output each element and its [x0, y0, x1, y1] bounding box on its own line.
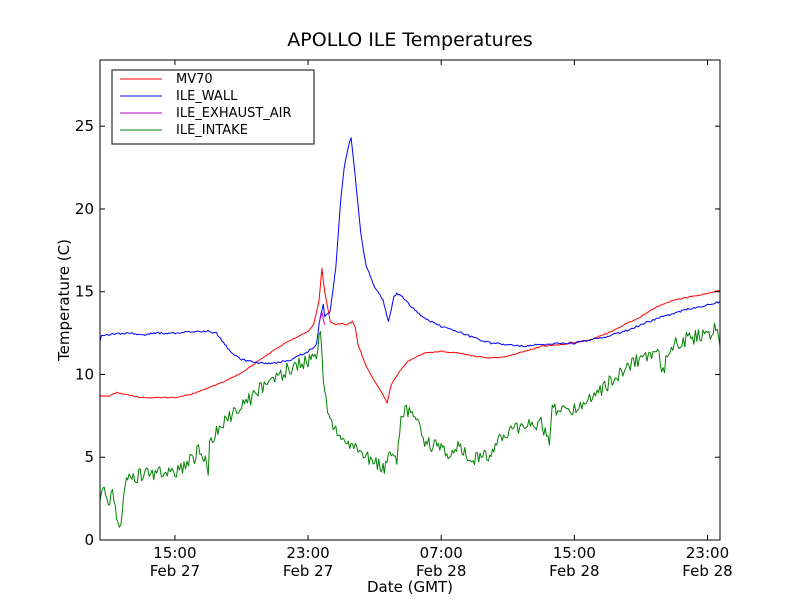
series-line-ile-wall: [99, 137, 721, 365]
series-line-ile-exhaust-air: [318, 311, 326, 325]
y-tick-label: 0: [84, 531, 94, 549]
legend-entry-label: ILE_INTAKE: [176, 123, 248, 138]
y-tick-label: 10: [75, 365, 94, 383]
x-tick-label-date: Feb 27: [150, 562, 200, 580]
x-axis-label: Date (GMT): [367, 578, 453, 596]
legend-entry-label: ILE_EXHAUST_AIR: [176, 106, 292, 121]
legend-entry-label: MV70: [176, 72, 213, 87]
x-tick-label-date: Feb 27: [283, 562, 333, 580]
series-line-mv70: [99, 267, 721, 404]
x-tick-label-date: Feb 28: [549, 562, 599, 580]
y-tick-label: 25: [75, 117, 94, 135]
x-tick-label-time: 23:00: [286, 544, 329, 562]
y-axis-label: Temperature (C): [55, 239, 73, 362]
plot-frame: [99, 59, 721, 541]
x-tick-label-time: 15:00: [553, 544, 596, 562]
legend-box: [111, 69, 315, 145]
y-tick-label: 5: [84, 448, 94, 466]
x-tick-label-time: 15:00: [153, 544, 196, 562]
series-layer: [99, 137, 721, 528]
legend-entry-label: ILE_WALL: [176, 89, 238, 104]
x-tick-label-time: 07:00: [420, 544, 463, 562]
x-tick-label-date: Feb 28: [416, 562, 466, 580]
legend: MV70 ILE_WALL ILE_EXHAUST_AIR ILE_INTAKE: [111, 69, 315, 145]
y-tick-label: 20: [75, 200, 94, 218]
chart-title: APOLLO ILE Temperatures: [287, 29, 532, 51]
series-line-ile-intake: [99, 322, 721, 528]
x-tick-label-time: 23:00: [686, 544, 729, 562]
y-tick-label: 15: [75, 283, 94, 301]
x-tick-label-date: Feb 28: [682, 562, 732, 580]
